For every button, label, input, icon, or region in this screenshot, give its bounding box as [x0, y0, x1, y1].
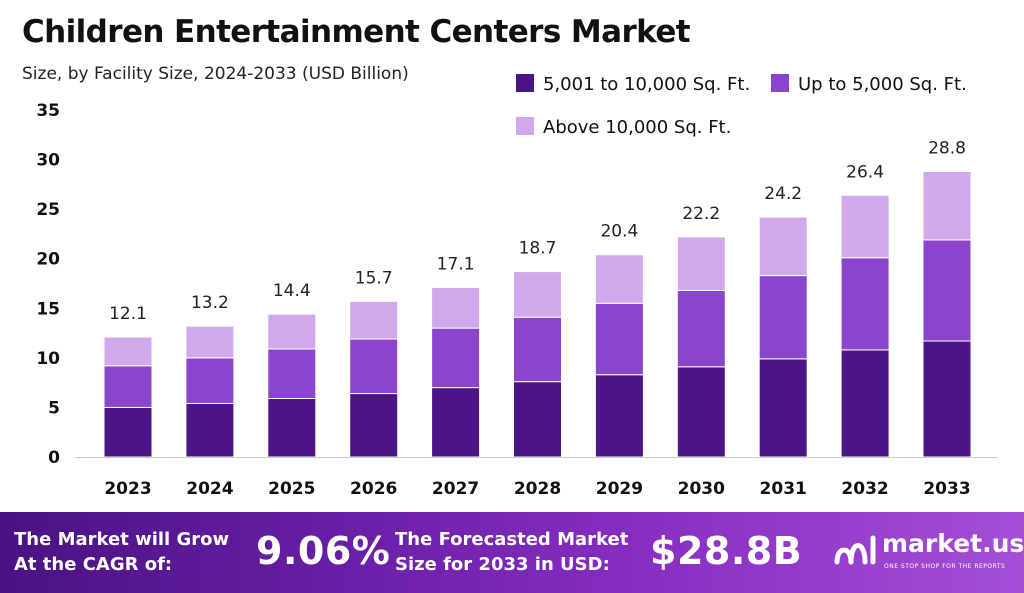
- x-tick-label-2027: 2027: [432, 479, 479, 499]
- total-label-2026: 15.7: [355, 268, 393, 288]
- bar-segment-2030-series-2: [676, 236, 726, 291]
- legend-label-1: Up to 5,000 Sq. Ft.: [798, 74, 967, 95]
- forecast-value: $28.8B: [650, 529, 803, 573]
- market-us-logo-text: market.us: [882, 529, 1024, 558]
- bar-segment-2024-series-0: [185, 402, 235, 458]
- bar-segment-2023-series-0: [103, 406, 153, 458]
- y-tick-label-0: 0: [48, 448, 60, 468]
- bar-segment-2033-series-2: [922, 170, 972, 241]
- bar-segment-2024-series-1: [185, 357, 235, 404]
- cagr-value: 9.06%: [256, 529, 391, 573]
- bar-segment-2026-series-0: [349, 393, 399, 458]
- total-label-2031: 24.2: [764, 184, 802, 204]
- summary-banner: The Market will Grow At the CAGR of: 9.0…: [0, 512, 1024, 593]
- market-us-logo-icon: [834, 535, 876, 565]
- total-label-2033: 28.8: [928, 138, 966, 158]
- bar-segment-2029-series-2: [594, 254, 644, 304]
- x-tick-label-2031: 2031: [760, 479, 807, 499]
- chart-title: Children Entertainment Centers Market: [22, 14, 691, 50]
- x-tick-label-2032: 2032: [841, 479, 888, 499]
- total-label-2025: 14.4: [273, 281, 311, 301]
- bar-segment-2027-series-0: [431, 387, 481, 458]
- bar-segment-2023-series-2: [103, 336, 153, 367]
- bar-segment-2033-series-1: [922, 239, 972, 342]
- chart-legend: 5,001 to 10,000 Sq. Ft. Up to 5,000 Sq. F…: [516, 74, 967, 138]
- bar-segment-2028-series-0: [513, 381, 562, 458]
- forecast-caption-line2: Size for 2033 in USD:: [395, 554, 610, 575]
- bar-total-labels: 12.1 13.2 14.4 15.7 17.1 18.7 20.4 22.2 24.2 26.4…: [109, 138, 966, 324]
- bar-segment-2025-series-0: [267, 398, 317, 458]
- total-label-2030: 22.2: [682, 204, 720, 224]
- bar-segment-2031-series-2: [758, 216, 808, 277]
- bar-segment-2032-series-2: [840, 194, 890, 259]
- y-axis-ticks: 0 5 10 15 20 25 30 35: [36, 101, 60, 468]
- y-tick-label-15: 15: [36, 299, 60, 319]
- bar-segment-2030-series-1: [676, 289, 726, 368]
- legend-swatch-2: [516, 117, 534, 135]
- legend-swatch-0: [516, 74, 534, 92]
- bar-segment-2025-series-1: [267, 348, 317, 400]
- cagr-caption-line2: At the CAGR of:: [14, 554, 173, 575]
- bar-segment-2029-series-1: [594, 302, 644, 376]
- bar-segment-2032-series-0: [840, 349, 890, 458]
- total-label-2029: 20.4: [600, 222, 638, 242]
- y-tick-label-5: 5: [48, 398, 60, 418]
- bar-segment-2032-series-1: [840, 257, 890, 351]
- bar-segment-2027-series-2: [431, 286, 481, 329]
- total-label-2032: 26.4: [846, 162, 884, 182]
- y-tick-label-30: 30: [36, 151, 60, 171]
- total-label-2023: 12.1: [109, 304, 147, 324]
- bar-segment-2028-series-1: [513, 316, 562, 383]
- bar-segment-2029-series-0: [594, 374, 644, 458]
- total-label-2027: 17.1: [437, 254, 475, 274]
- y-tick-label-20: 20: [36, 250, 60, 270]
- x-axis-labels: 2023 2024 2025 2026 2027 2028 2029 2030 2031 2032…: [104, 479, 970, 499]
- bar-segment-2033-series-0: [922, 340, 972, 458]
- bar-segment-2028-series-2: [513, 271, 562, 318]
- y-tick-label-35: 35: [36, 101, 60, 121]
- bar-segment-2026-series-2: [349, 300, 399, 340]
- cagr-caption-line1: The Market will Grow: [14, 529, 230, 550]
- bar-segment-2031-series-0: [758, 358, 808, 458]
- bar-segment-2023-series-1: [103, 365, 153, 408]
- x-tick-label-2028: 2028: [514, 479, 561, 499]
- bar-segment-2031-series-1: [758, 275, 808, 360]
- chart-subtitle: Size, by Facility Size, 2024-2033 (USD B…: [22, 64, 409, 84]
- y-tick-label-10: 10: [36, 349, 60, 369]
- bar-segment-2030-series-0: [676, 366, 726, 458]
- x-tick-label-2026: 2026: [350, 479, 397, 499]
- market-us-logo-tagline: ONE STOP SHOP FOR THE REPORTS: [884, 563, 1006, 570]
- total-label-2028: 18.7: [519, 239, 557, 259]
- total-label-2024: 13.2: [191, 293, 229, 313]
- bar-segment-2026-series-1: [349, 338, 399, 395]
- x-tick-label-2030: 2030: [678, 479, 725, 499]
- x-tick-label-2025: 2025: [268, 479, 315, 499]
- legend-swatch-1: [771, 74, 789, 92]
- y-tick-label-25: 25: [36, 200, 60, 220]
- bar-segment-2024-series-2: [185, 325, 235, 359]
- x-tick-label-2033: 2033: [923, 479, 970, 499]
- legend-label-0: 5,001 to 10,000 Sq. Ft.: [543, 74, 750, 95]
- bar-segment-2025-series-2: [267, 313, 317, 350]
- x-tick-label-2024: 2024: [186, 479, 233, 499]
- cagr-caption: The Market will Grow At the CAGR of:: [14, 527, 229, 577]
- legend-label-2: Above 10,000 Sq. Ft.: [543, 117, 731, 138]
- bars-group: [103, 170, 972, 458]
- forecast-caption: The Forecasted Market Size for 2033 in U…: [395, 527, 628, 577]
- x-tick-label-2029: 2029: [596, 479, 643, 499]
- forecast-caption-line1: The Forecasted Market: [395, 529, 629, 550]
- bar-segment-2027-series-1: [431, 327, 481, 389]
- x-tick-label-2023: 2023: [104, 479, 151, 499]
